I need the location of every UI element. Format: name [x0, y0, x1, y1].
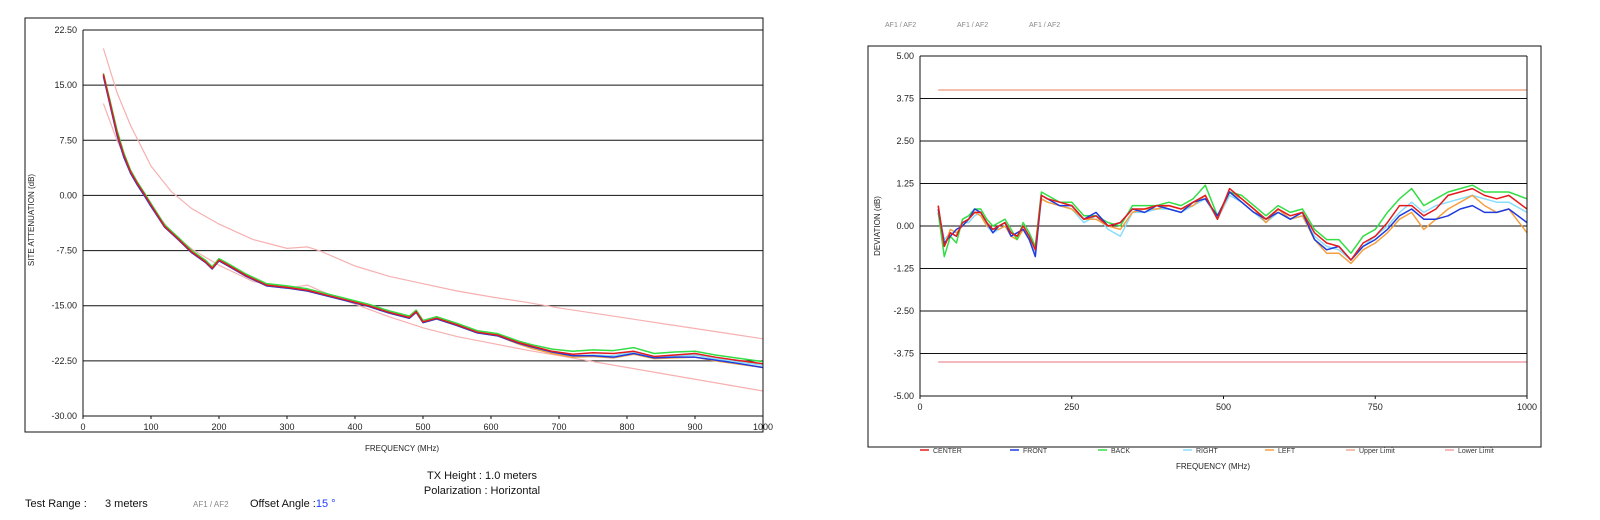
right-xlabel: FREQUENCY (MHz)	[1176, 462, 1250, 471]
offset-angle-label: Offset Angle :	[250, 498, 316, 510]
y-tick-label: 0.00	[896, 221, 914, 231]
y-tick-label: -5.00	[893, 391, 914, 401]
x-tick-label: 250	[1064, 402, 1079, 412]
y-tick-label: 3.75	[896, 94, 914, 104]
legend-label: RIGHT	[1196, 448, 1219, 455]
x-tick-label: 500	[1216, 402, 1231, 412]
test-setup-block: TX Height : 1.0 meters Polarization : Ho…	[332, 469, 632, 499]
y-tick-label: -1.25	[893, 264, 914, 274]
y-tick-label: -3.75	[893, 349, 914, 359]
y-tick-label: 5.00	[896, 51, 914, 61]
site-attenuation-chart: 22.50 15.00 7.50 0.00 -7.50 -15.00 -22.50 -30.0…	[24, 17, 773, 433]
legend-label: FRONT	[1023, 448, 1048, 455]
af-tag-1: AF1 / AF2	[885, 22, 916, 29]
x-tick-label: 700	[551, 422, 566, 432]
y-tick-label: -15.00	[51, 301, 77, 311]
legend-label: Upper Limit	[1359, 448, 1395, 455]
y-tick-label: -30.00	[51, 411, 77, 421]
left-ylabel: SITE ATTENUATION (dB)	[27, 174, 36, 266]
x-tick-label: 400	[347, 422, 362, 432]
af-tag-2: AF1 / AF2	[957, 22, 988, 29]
series-line-0	[102, 73, 764, 365]
legend-label: LEFT	[1278, 448, 1296, 455]
y-tick-label: -2.50	[893, 306, 914, 316]
x-tick-label: 500	[415, 422, 430, 432]
y-tick-label: 0.00	[59, 190, 77, 200]
tx-height-text: TX Height : 1.0 meters	[426, 470, 538, 482]
x-tick-label: 0	[917, 402, 922, 412]
x-tick-label: 200	[211, 422, 226, 432]
series-line-2	[937, 184, 1528, 258]
test-range-value: 3 meters	[105, 498, 148, 510]
x-tick-label: 300	[279, 422, 294, 432]
x-tick-label: 0	[80, 422, 85, 432]
x-tick-label: 750	[1368, 402, 1383, 412]
offset-angle-value: 15 °	[315, 498, 336, 510]
series-line-0	[937, 187, 1528, 261]
right-ylabel: DEVIATION (dB)	[873, 196, 882, 256]
y-tick-label: 22.50	[54, 25, 77, 35]
y-tick-label: 1.25	[896, 179, 914, 189]
chart-frame	[24, 17, 764, 433]
chart-frame	[867, 45, 1542, 448]
polarization-text: Polarization : Horizontal	[423, 485, 541, 497]
offset-angle: Offset Angle :15 °	[250, 498, 336, 510]
x-tick-label: 900	[687, 422, 702, 432]
series-line-1	[937, 191, 1528, 261]
y-tick-label: 2.50	[896, 136, 914, 146]
y-tick-label: 7.50	[59, 135, 77, 145]
lower-limit-line	[102, 103, 764, 392]
x-tick-label: 100	[143, 422, 158, 432]
x-tick-label: 1000	[1517, 402, 1537, 412]
series-line-3	[102, 74, 764, 367]
y-tick-label: -22.50	[51, 356, 77, 366]
af-tag-3: AF1 / AF2	[1029, 22, 1060, 29]
deviation-chart: 5.00 3.75 2.50 1.25 0.00 -1.25 -2.50 -3.75 -5.00…	[867, 45, 1542, 448]
y-tick-label: 15.00	[54, 80, 77, 90]
y-tick-label: -7.50	[56, 246, 77, 256]
legend-label: BACK	[1111, 448, 1130, 455]
left-xlabel: FREQUENCY (MHz)	[365, 444, 439, 453]
upper-limit-line	[102, 48, 764, 340]
deviation-legend: CENTER FRONT BACK RIGHT LEFT Upper Limit Lower…	[920, 448, 1494, 455]
legend-label: Lower Limit	[1458, 448, 1494, 455]
af-tag-bottom: AF1 / AF2	[193, 500, 229, 509]
x-tick-label: 800	[619, 422, 634, 432]
x-tick-label: 600	[483, 422, 498, 432]
test-range-label: Test Range :	[25, 498, 87, 510]
legend-label: CENTER	[933, 448, 962, 455]
series-line-2	[102, 73, 764, 363]
